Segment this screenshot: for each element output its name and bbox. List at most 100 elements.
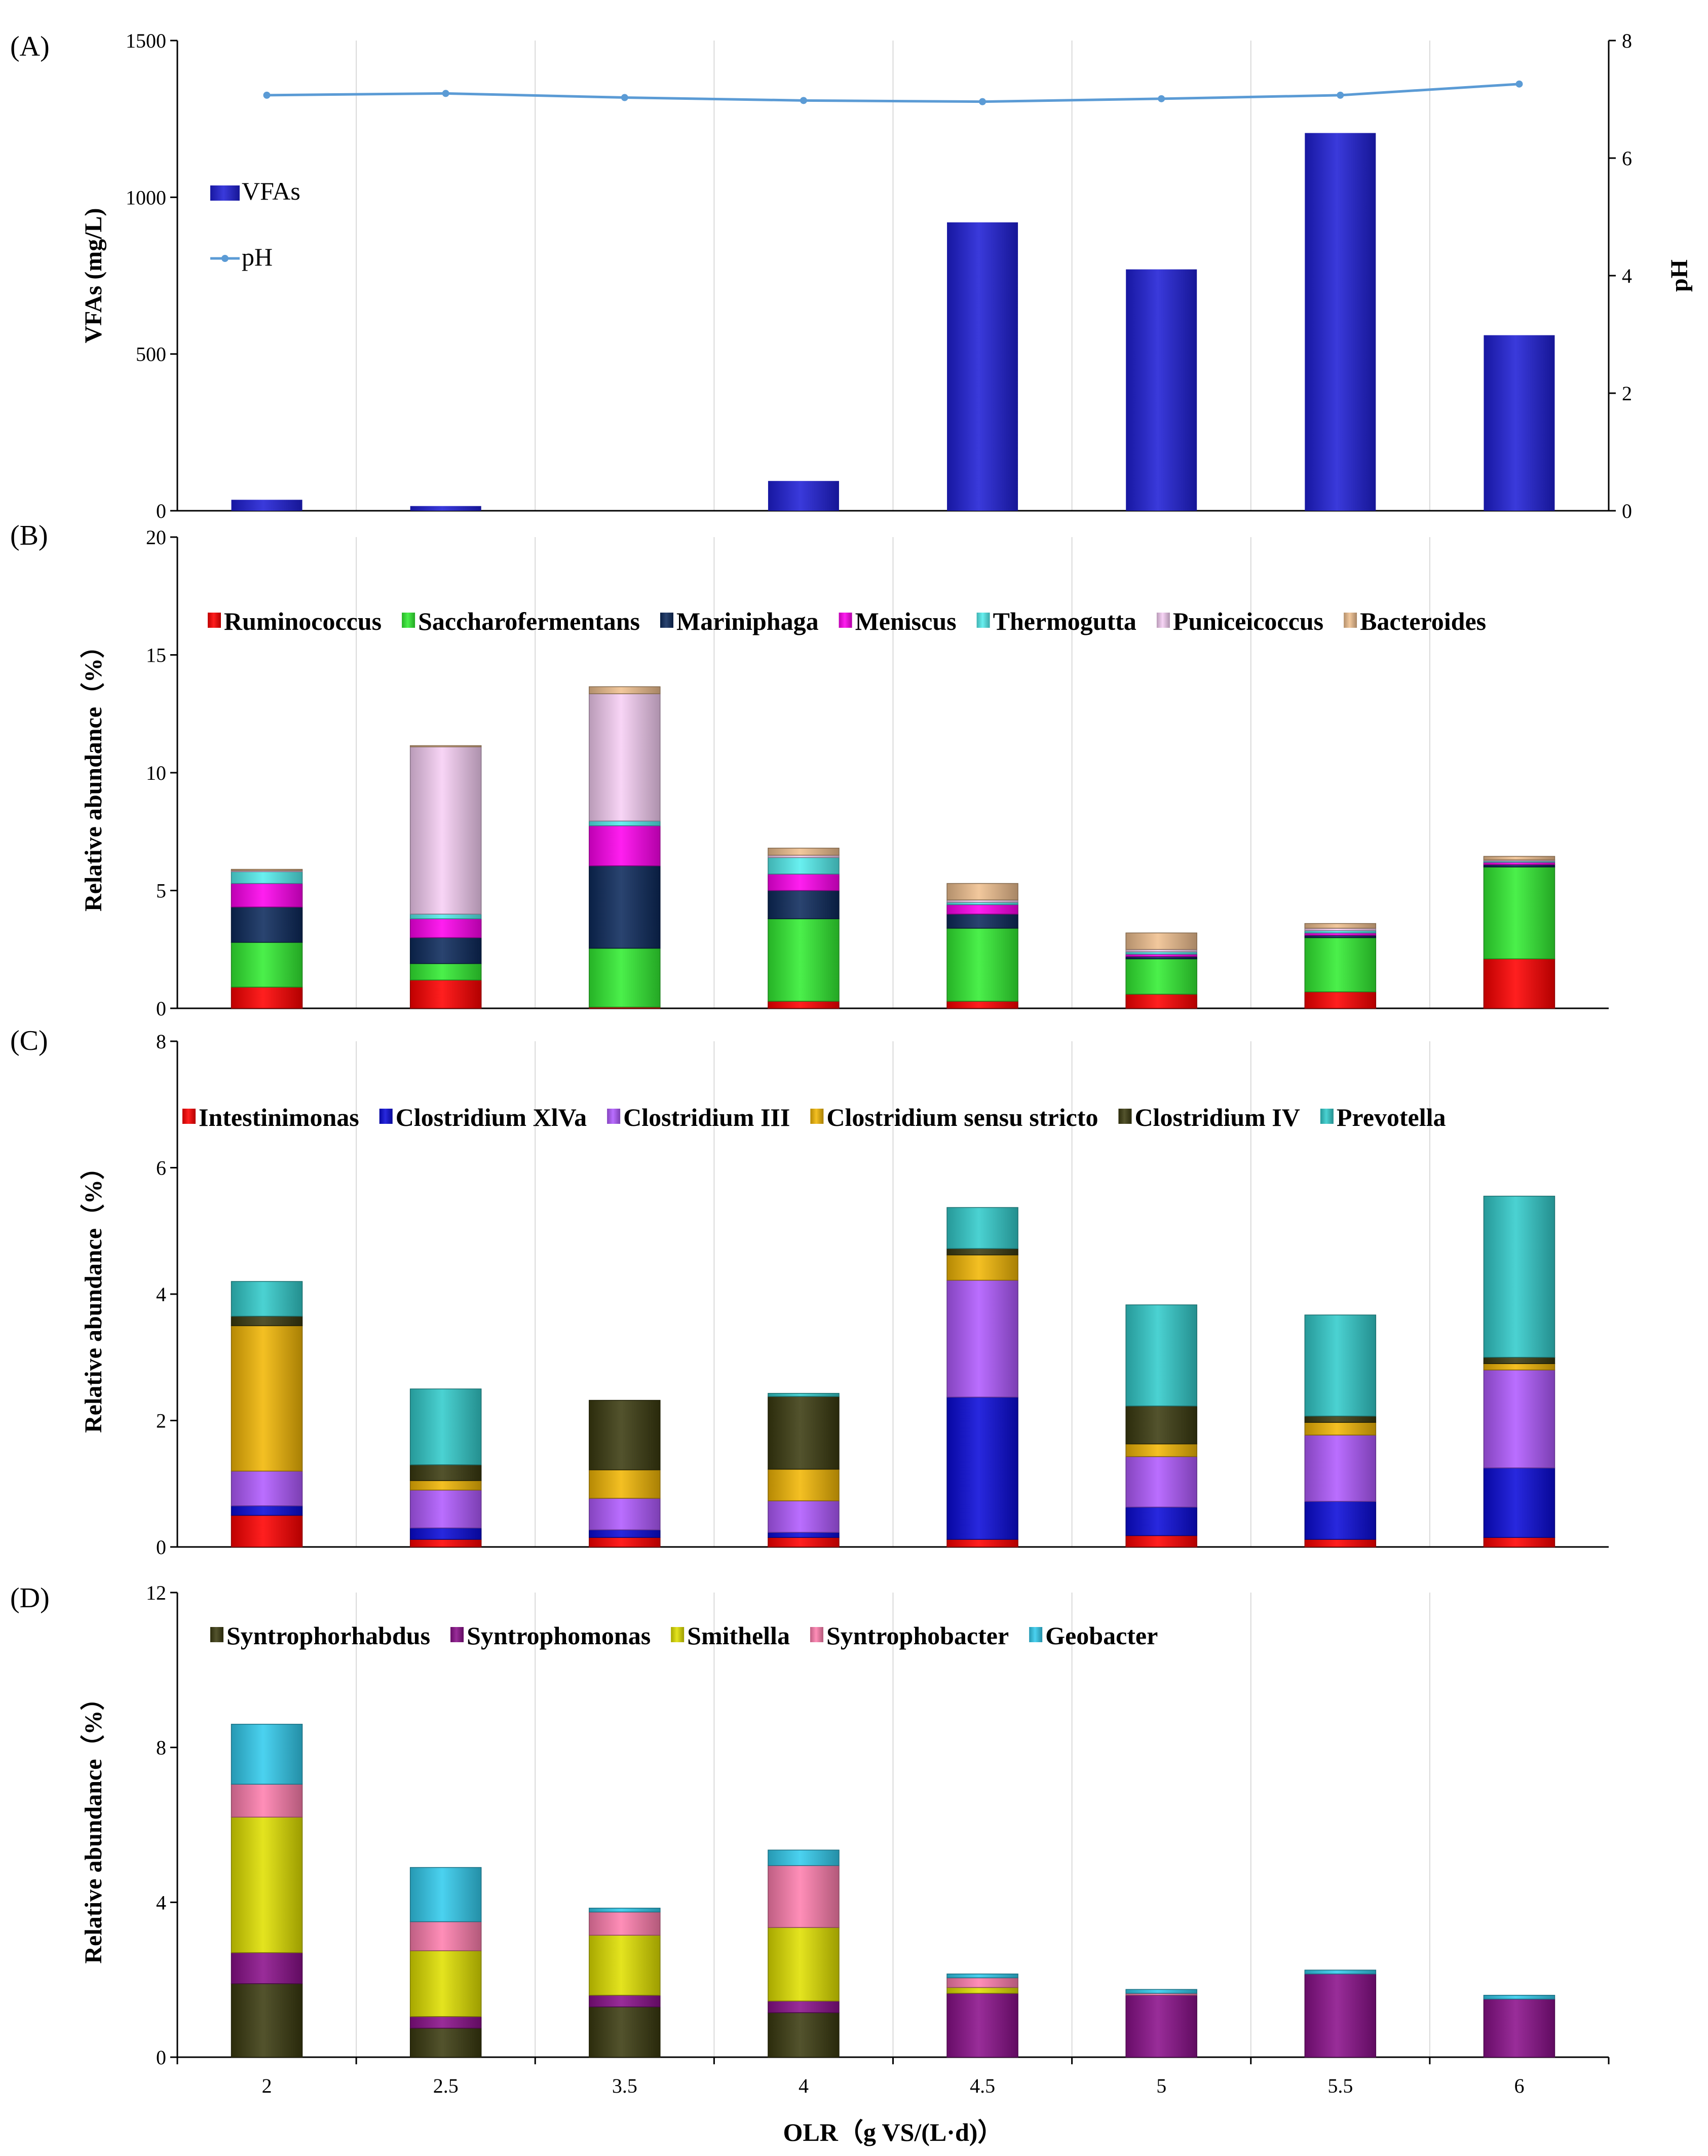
y-tick-label: 0 xyxy=(156,2046,166,2069)
y-tick-label: 20 xyxy=(146,526,166,549)
y2-axis-title: pH xyxy=(1666,259,1693,292)
y-tick-label: 4 xyxy=(156,1283,166,1306)
bar-meniscus-3.5 xyxy=(589,825,661,866)
bar-clostridium-iv-5 xyxy=(1125,1406,1197,1445)
panel-3: (D) 0 4 8 12 Relative abundance（%） Syntrophorh… xyxy=(10,1581,1610,2146)
bar-vfas-5.5 xyxy=(1305,133,1376,511)
bar-prevotella-5.5 xyxy=(1304,1314,1377,1417)
bar-saccharofermentans-5 xyxy=(1125,958,1197,995)
bar-clostridium-iii-5 xyxy=(1125,1456,1197,1508)
y2-tick-label: 8 xyxy=(1622,29,1632,52)
legend-swatch-syntrophobacter xyxy=(810,1627,823,1642)
bar-geobacter-2.5 xyxy=(409,1867,482,1922)
bar-bacteroides-5 xyxy=(1125,932,1197,950)
bar-syntrophobacter-4 xyxy=(768,1865,840,1928)
bar-saccharofermentans-6 xyxy=(1483,866,1555,960)
ph-point-4 xyxy=(800,97,807,104)
bar-syntrophomonas-3.5 xyxy=(589,1994,661,2008)
legend-swatch-geobacter xyxy=(1029,1627,1043,1642)
legend-label-saccharofermentans: Saccharofermentans xyxy=(418,607,640,635)
bar-smithella-3.5 xyxy=(589,1935,661,1996)
y-axis-title: VFAs (mg/L) xyxy=(80,208,107,343)
bar-vfas-6 xyxy=(1484,335,1555,511)
bar-clostridium-sensu-stricto-5 xyxy=(1125,1443,1197,1457)
x-tick-label: 4 xyxy=(799,2074,809,2097)
bar-clostridium-xlva-5.5 xyxy=(1304,1501,1377,1540)
bar-syntrophomonas-4 xyxy=(768,2000,840,2013)
legend-label-mariniphaga: Mariniphaga xyxy=(676,607,819,635)
bar-clostridium-iii-4.5 xyxy=(946,1279,1018,1398)
y-tick-label: 0 xyxy=(156,1536,166,1559)
bar-clostridium-xlva-2 xyxy=(231,1505,303,1516)
bar-syntrophobacter-2.5 xyxy=(409,1921,482,1951)
bar-prevotella-4 xyxy=(768,1393,840,1397)
y-tick-label: 8 xyxy=(156,1030,166,1053)
bar-geobacter-5.5 xyxy=(1304,1970,1377,1975)
legend-swatch-bacteroides xyxy=(1344,613,1357,628)
bar-clostridium-iv-4.5 xyxy=(946,1248,1018,1256)
bar-smithella-4 xyxy=(768,1927,840,2001)
bar-bacteroides-6 xyxy=(1483,856,1555,860)
bar-bacteroides-5.5 xyxy=(1304,923,1377,929)
bar-clostridium-iii-3.5 xyxy=(589,1498,661,1531)
bar-intestinimonas-5 xyxy=(1125,1535,1197,1547)
bar-saccharofermentans-2.5 xyxy=(409,963,482,980)
bar-clostridium-iv-2 xyxy=(231,1315,303,1327)
ph-point-6 xyxy=(1515,80,1523,88)
legend-label-syntrophomonas: Syntrophomonas xyxy=(467,1621,651,1650)
bar-clostridium-sensu-stricto-3.5 xyxy=(589,1469,661,1499)
y-axis-title: Relative abundance（%） xyxy=(80,1686,107,1963)
bar-clostridium-xlva-2.5 xyxy=(409,1527,482,1540)
legend-label-syntrophobacter: Syntrophobacter xyxy=(826,1621,1009,1650)
bar-smithella-2 xyxy=(231,1817,303,1953)
bar-saccharofermentans-4 xyxy=(768,918,840,1002)
bar-vfas-5 xyxy=(1126,269,1197,511)
legend-label-geobacter: Geobacter xyxy=(1045,1621,1158,1650)
bar-intestinimonas-4 xyxy=(768,1537,840,1547)
bar-prevotella-6 xyxy=(1483,1195,1555,1358)
bar-clostridium-xlva-3.5 xyxy=(589,1529,661,1538)
bar-clostridium-xlva-4.5 xyxy=(946,1396,1018,1540)
bar-syntrophorhabdus-2.5 xyxy=(409,2027,482,2058)
legend-label-bacteroides: Bacteroides xyxy=(1360,607,1486,635)
bar-mariniphaga-4.5 xyxy=(946,914,1018,929)
bar-clostridium-sensu-stricto-6 xyxy=(1483,1363,1555,1371)
bar-prevotella-5 xyxy=(1125,1304,1197,1407)
bar-syntrophomonas-2 xyxy=(231,1952,303,1984)
bar-clostridium-iv-5.5 xyxy=(1304,1416,1377,1423)
legend-label-clostridium-iii: Clostridium III xyxy=(623,1103,790,1131)
y-tick-label: 8 xyxy=(156,1736,166,1759)
y2-tick-label: 0 xyxy=(1622,500,1632,522)
bar-geobacter-2 xyxy=(231,1724,303,1785)
bar-meniscus-4 xyxy=(768,874,840,891)
bar-puniceicoccus-2.5 xyxy=(409,746,482,915)
bar-syntrophobacter-4.5 xyxy=(946,1977,1018,1988)
ph-point-5 xyxy=(1158,95,1165,102)
y2-tick-label: 2 xyxy=(1622,382,1632,405)
bar-saccharofermentans-2 xyxy=(231,942,303,988)
ph-point-3.5 xyxy=(621,94,628,101)
bar-clostridium-sensu-stricto-5.5 xyxy=(1304,1422,1377,1435)
bar-vfas-2.5 xyxy=(410,506,481,511)
panel-0: (A) 0 500 1000 1500 VFAs (mg/L) 0 2 4 6 8 pH VFAs pH xyxy=(10,29,1693,522)
bar-vfas-2 xyxy=(231,500,302,511)
y-tick-label: 0 xyxy=(156,997,166,1020)
legend-swatch-clostridium-iii xyxy=(607,1109,621,1124)
bar-bacteroides-4 xyxy=(768,848,840,856)
bar-meniscus-2.5 xyxy=(409,918,482,938)
legend-swatch-clostridium-xlva xyxy=(379,1109,393,1124)
bar-thermogutta-3.5 xyxy=(589,820,661,826)
bar-ruminococcus-5.5 xyxy=(1304,991,1377,1009)
y-tick-label: 4 xyxy=(156,1891,166,1914)
legend-label-intestinimonas: Intestinimonas xyxy=(199,1103,359,1131)
bar-syntrophomonas-4.5 xyxy=(946,1993,1018,2058)
y-axis-title: Relative abundance（%） xyxy=(80,634,107,912)
bar-ruminococcus-5 xyxy=(1125,994,1197,1009)
bar-geobacter-5 xyxy=(1125,1989,1197,1994)
x-tick-label: 3.5 xyxy=(612,2074,637,2097)
y-tick-label: 15 xyxy=(146,644,166,667)
bar-thermogutta-2.5 xyxy=(409,914,482,920)
bar-smithella-2.5 xyxy=(409,1950,482,2017)
bar-prevotella-4.5 xyxy=(946,1207,1018,1249)
x-tick-label: 5.5 xyxy=(1327,2074,1353,2097)
